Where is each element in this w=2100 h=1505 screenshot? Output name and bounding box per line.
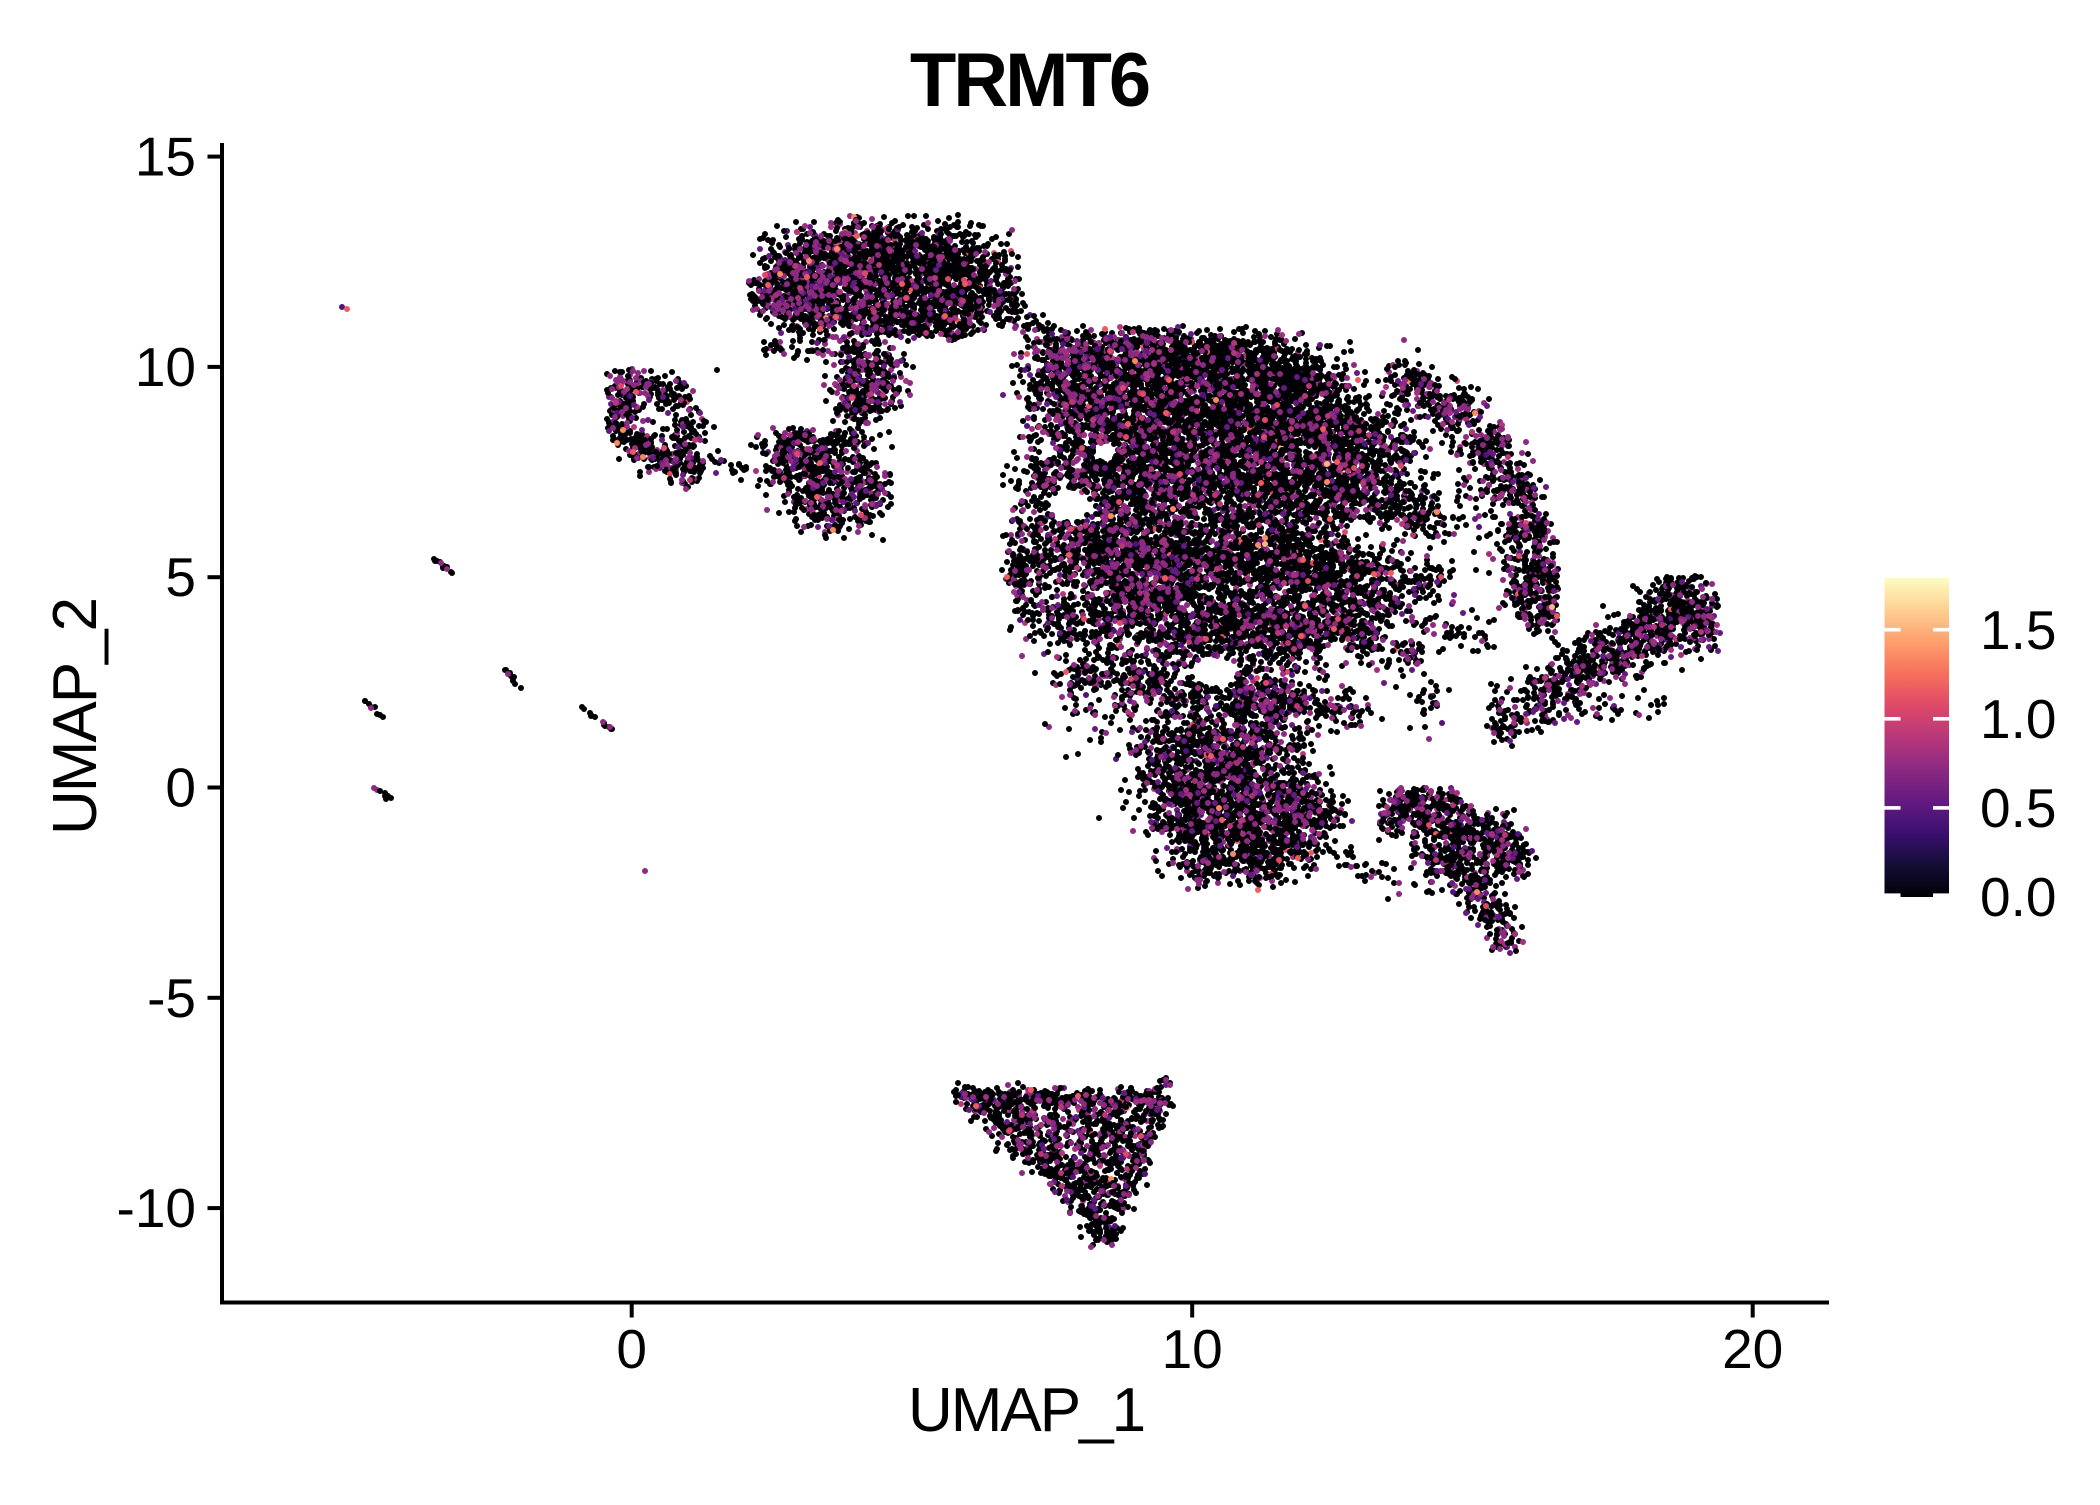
- svg-text:10: 10: [135, 336, 196, 398]
- svg-text:-10: -10: [117, 1177, 197, 1239]
- svg-text:0: 0: [616, 1318, 647, 1380]
- svg-text:15: 15: [135, 126, 196, 188]
- svg-text:10: 10: [1162, 1318, 1223, 1380]
- svg-text:0.5: 0.5: [1980, 777, 2056, 839]
- svg-text:UMAP_1: UMAP_1: [908, 1376, 1144, 1445]
- svg-text:1.0: 1.0: [1980, 688, 2056, 750]
- svg-text:20: 20: [1722, 1318, 1783, 1380]
- svg-text:TRMT6: TRMT6: [910, 38, 1149, 123]
- svg-text:1.5: 1.5: [1980, 599, 2056, 661]
- svg-text:UMAP_2: UMAP_2: [41, 599, 110, 835]
- svg-text:-5: -5: [147, 967, 196, 1029]
- svg-text:0: 0: [165, 757, 196, 819]
- svg-text:5: 5: [165, 546, 196, 608]
- svg-text:0.0: 0.0: [1980, 866, 2056, 928]
